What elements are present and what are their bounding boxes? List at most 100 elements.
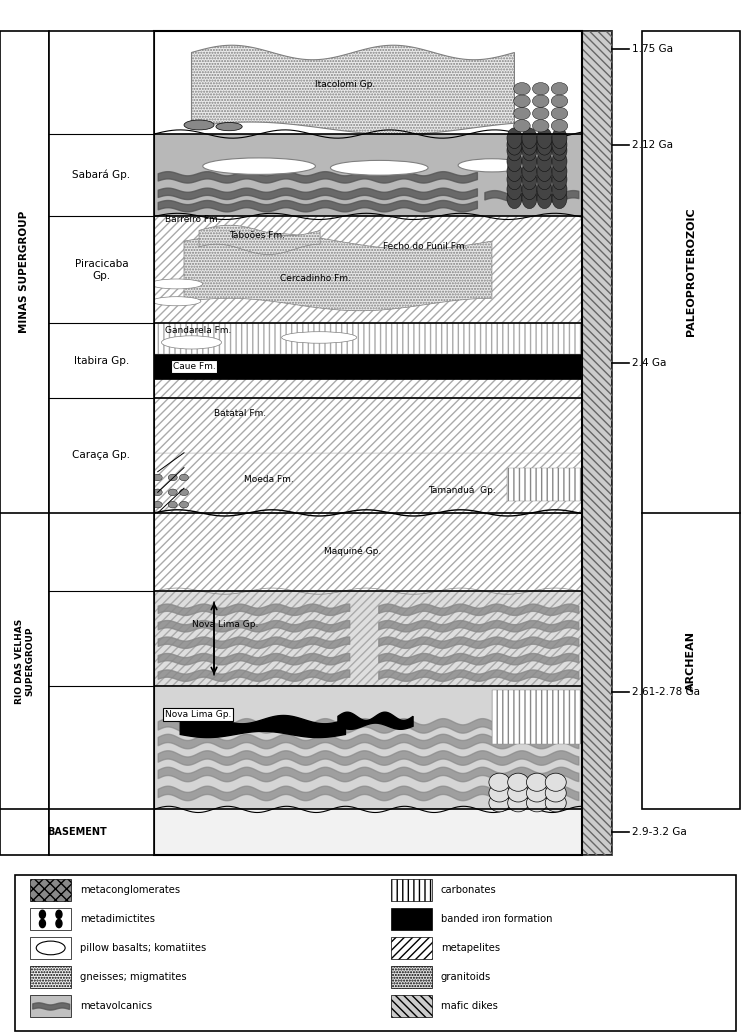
Ellipse shape [150, 279, 203, 289]
Ellipse shape [514, 108, 530, 119]
Text: Batatal Fm.: Batatal Fm. [214, 409, 266, 418]
Circle shape [522, 161, 537, 181]
Circle shape [507, 179, 522, 200]
Text: Piracicaba
Gp.: Piracicaba Gp. [74, 259, 128, 281]
Text: carbonates: carbonates [441, 885, 496, 895]
Text: 2.4 Ga: 2.4 Ga [632, 358, 667, 368]
Ellipse shape [551, 119, 568, 132]
Text: gneisses; migmatites: gneisses; migmatites [80, 972, 187, 982]
Circle shape [552, 140, 567, 161]
Circle shape [552, 169, 567, 190]
Text: Sabará Gp.: Sabará Gp. [72, 170, 131, 180]
Polygon shape [184, 233, 492, 311]
Bar [391, 879, 432, 901]
Text: Barreiro Fm.: Barreiro Fm. [165, 215, 221, 224]
Ellipse shape [489, 773, 510, 792]
Text: metaconglomerates: metaconglomerates [80, 885, 180, 895]
Circle shape [56, 911, 62, 919]
Text: RIO DAS VELHAS
SUPERGROUP: RIO DAS VELHAS SUPERGROUP [15, 618, 34, 703]
Ellipse shape [179, 474, 189, 481]
Polygon shape [338, 712, 413, 729]
Circle shape [537, 151, 552, 172]
Circle shape [552, 127, 567, 148]
Circle shape [507, 161, 522, 181]
Circle shape [507, 151, 522, 172]
Circle shape [552, 151, 567, 172]
Text: metadimictites: metadimictites [80, 914, 155, 924]
Text: BASEMENT: BASEMENT [47, 827, 107, 837]
Bar [30, 879, 71, 901]
Circle shape [552, 135, 567, 155]
Ellipse shape [489, 784, 510, 802]
Bar [154, 592, 582, 686]
Polygon shape [199, 225, 320, 255]
Ellipse shape [161, 336, 222, 349]
Ellipse shape [184, 120, 214, 130]
Ellipse shape [152, 296, 201, 306]
Bar [582, 31, 612, 855]
Text: banded iron formation: banded iron formation [441, 914, 552, 924]
Text: metavolcanics: metavolcanics [80, 1001, 152, 1011]
Ellipse shape [508, 784, 529, 802]
Text: Moeda Fm.: Moeda Fm. [244, 474, 294, 484]
Ellipse shape [526, 794, 547, 812]
Text: Taboões Fm.: Taboões Fm. [229, 231, 285, 240]
Text: metapelites: metapelites [441, 943, 500, 953]
Ellipse shape [551, 95, 568, 108]
Text: Tamanduá  Gp.: Tamanduá Gp. [428, 486, 496, 495]
Bar [582, 31, 612, 855]
Bar [154, 323, 582, 354]
Text: mafic dikes: mafic dikes [441, 1001, 498, 1011]
Text: Itabira Gp.: Itabira Gp. [74, 355, 129, 366]
Ellipse shape [514, 119, 530, 132]
Circle shape [507, 169, 522, 190]
Circle shape [522, 179, 537, 200]
Bar [507, 467, 582, 500]
Bar [391, 908, 432, 930]
Ellipse shape [508, 794, 529, 812]
Bar [30, 966, 71, 988]
Ellipse shape [168, 501, 177, 508]
Text: 2.61-2.78 Ga: 2.61-2.78 Ga [632, 687, 701, 696]
Circle shape [537, 179, 552, 200]
Circle shape [537, 135, 552, 155]
Text: Nova Lima Gp.: Nova Lima Gp. [165, 711, 231, 719]
Ellipse shape [532, 108, 549, 119]
Ellipse shape [153, 474, 162, 481]
Ellipse shape [330, 161, 428, 175]
Bar [391, 995, 432, 1017]
Circle shape [537, 188, 552, 208]
Bar [154, 217, 582, 323]
Circle shape [537, 140, 552, 161]
Circle shape [507, 127, 522, 148]
Ellipse shape [532, 95, 549, 108]
Bar [154, 453, 582, 513]
Circle shape [537, 169, 552, 190]
Circle shape [507, 188, 522, 208]
Ellipse shape [551, 83, 568, 95]
Text: 2.12 Ga: 2.12 Ga [632, 140, 674, 150]
Bar [154, 686, 582, 809]
Ellipse shape [532, 119, 549, 132]
Circle shape [537, 127, 552, 148]
Bar [30, 908, 71, 930]
Circle shape [40, 919, 45, 927]
Ellipse shape [168, 489, 177, 495]
Ellipse shape [458, 159, 526, 172]
Bar [30, 937, 71, 959]
Circle shape [522, 151, 537, 172]
Text: Nova Lima Gp.: Nova Lima Gp. [192, 620, 258, 629]
Circle shape [522, 169, 537, 190]
Ellipse shape [168, 474, 177, 481]
Bar [30, 995, 71, 1017]
Text: Caraça Gp.: Caraça Gp. [72, 451, 131, 460]
Circle shape [522, 135, 537, 155]
Ellipse shape [179, 501, 189, 508]
Circle shape [552, 179, 567, 200]
Bar [154, 809, 582, 855]
Circle shape [537, 161, 552, 181]
Text: ARCHEAN: ARCHEAN [686, 631, 696, 691]
Text: PALEOPROTEROZOIC: PALEOPROTEROZOIC [686, 207, 696, 337]
Polygon shape [192, 46, 514, 135]
Bar [49, 31, 154, 855]
